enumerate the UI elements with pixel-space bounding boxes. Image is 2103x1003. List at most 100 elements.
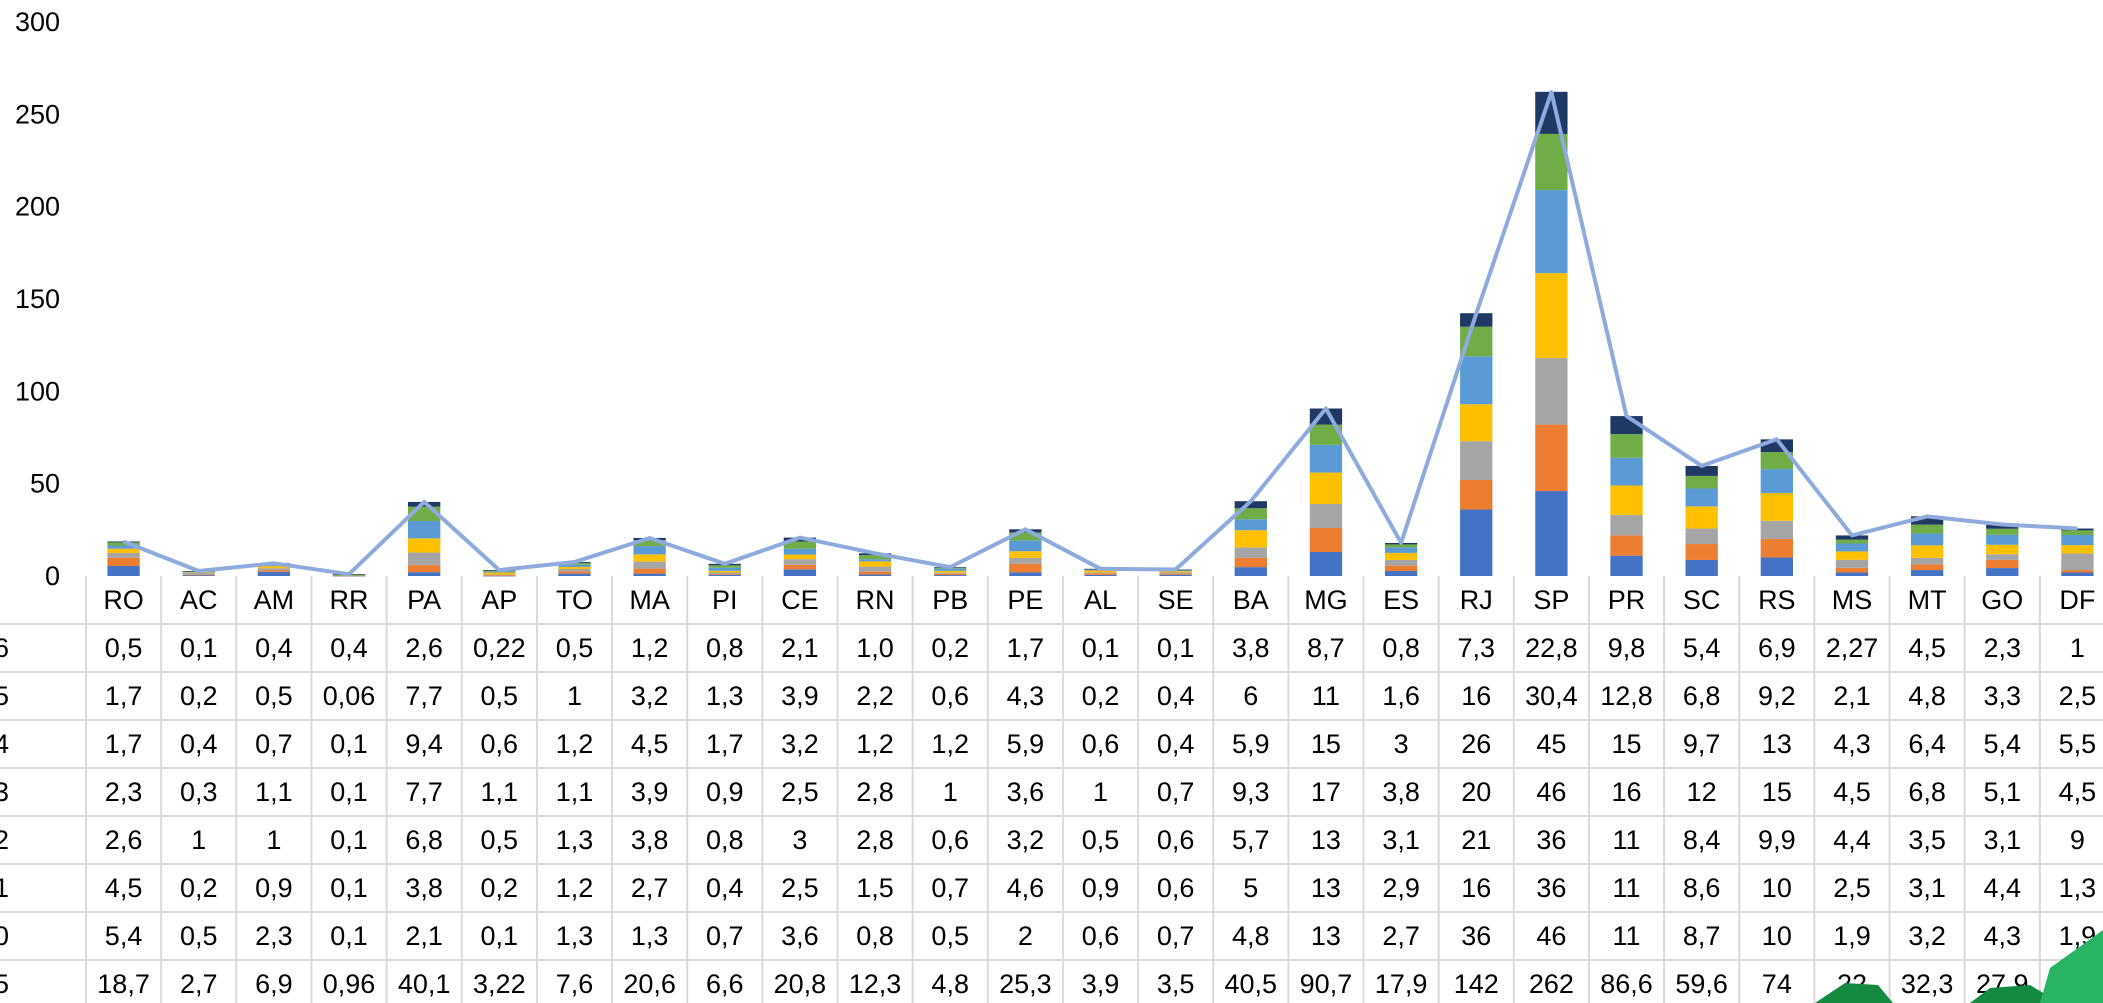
table-cell: 2,1 bbox=[781, 633, 819, 663]
bar-segment-pa-s0 bbox=[408, 572, 441, 576]
table-cell: 1,0 bbox=[856, 633, 894, 663]
category-label-rn: RN bbox=[856, 585, 895, 615]
table-cell: 4,3 bbox=[1007, 681, 1045, 711]
table-cell: 5,7 bbox=[1232, 825, 1270, 855]
table-cell: 1,1 bbox=[481, 777, 519, 807]
table-cell: 12,3 bbox=[849, 969, 902, 999]
total-line bbox=[122, 90, 2078, 577]
table-cell: 3,8 bbox=[1382, 777, 1420, 807]
bar-segment-ma-s1 bbox=[633, 568, 666, 574]
category-label-mt: MT bbox=[1908, 585, 1947, 615]
table-cell: 11 bbox=[1312, 681, 1340, 711]
category-label-ap: AP bbox=[481, 585, 517, 615]
bar-segment-ap-s2 bbox=[483, 574, 516, 576]
table-cell: 2,6 bbox=[405, 633, 443, 663]
bar-segment-sp-s3 bbox=[1535, 273, 1568, 359]
green-decoration-shape bbox=[1815, 983, 1893, 1003]
bar-segment-es-s0 bbox=[1384, 571, 1418, 576]
table-cell: 4,3 bbox=[1984, 921, 2022, 951]
table-cell: 12,8 bbox=[1600, 681, 1653, 711]
table-cell: 1,6 bbox=[1382, 681, 1420, 711]
bar-segment-ms-s5 bbox=[1835, 539, 1869, 544]
table-cell: 5,5 bbox=[2059, 729, 2097, 759]
bar-segment-se-s1 bbox=[1159, 573, 1192, 575]
green-decoration-shape bbox=[1970, 985, 2060, 1003]
bar-segment-df-s2 bbox=[2061, 553, 2094, 571]
table-cell: 17,9 bbox=[1375, 969, 1428, 999]
table-cell: 0,1 bbox=[1082, 633, 1120, 663]
bar-segment-go-s6 bbox=[1986, 524, 2019, 529]
table-cell: 2,5 bbox=[2059, 681, 2097, 711]
category-label-go: GO bbox=[1981, 585, 2023, 615]
table-cell: 0,6 bbox=[1157, 825, 1195, 855]
table-cell: 0,6 bbox=[1082, 729, 1120, 759]
table-cell: 6,6 bbox=[706, 969, 744, 999]
table-cell: 2,7 bbox=[1382, 921, 1420, 951]
bar-segment-pa-s2 bbox=[408, 552, 441, 566]
table-cell: 0,8 bbox=[706, 825, 744, 855]
category-label-pa: PA bbox=[407, 585, 441, 615]
y-tick-label-50: 50 bbox=[30, 469, 60, 499]
table-cell: 0,06 bbox=[323, 681, 376, 711]
table-cell: 6,4 bbox=[1908, 729, 1946, 759]
bar-segment-mt-s1 bbox=[1910, 564, 1944, 571]
category-label-ms: MS bbox=[1832, 585, 1873, 615]
bar-segment-to-s3 bbox=[558, 566, 591, 569]
bar-segment-ma-s4 bbox=[633, 546, 666, 555]
table-cell: 0,9 bbox=[255, 873, 293, 903]
bar-segment-es-s3 bbox=[1384, 552, 1418, 560]
bar-segment-am-s1 bbox=[257, 570, 291, 572]
bar-segment-rs-s4 bbox=[1760, 469, 1793, 494]
table-cell: 12 bbox=[1687, 777, 1717, 807]
table-cell: 10 bbox=[1762, 921, 1792, 951]
table-cell: 4,8 bbox=[931, 969, 969, 999]
table-cell: 0,5 bbox=[1082, 825, 1120, 855]
table-cell: 2,2 bbox=[856, 681, 894, 711]
bar-segment-rj-s3 bbox=[1460, 404, 1493, 442]
bar-segment-df-s5 bbox=[2061, 530, 2094, 536]
bar-segment-ce-s4 bbox=[783, 548, 817, 555]
table-cell: 0,1 bbox=[481, 921, 519, 951]
table-cell: 0,4 bbox=[330, 633, 368, 663]
table-cell: 6,8 bbox=[1908, 777, 1946, 807]
table-cell: 20,6 bbox=[623, 969, 676, 999]
table-cell: 2,3 bbox=[1984, 633, 2022, 663]
table-cell: 1,1 bbox=[556, 777, 594, 807]
bar-segment-rn-s3 bbox=[858, 561, 892, 567]
table-cell: 30,4 bbox=[1525, 681, 1578, 711]
table-cell: 0,5 bbox=[481, 825, 519, 855]
table-cell: 142 bbox=[1454, 969, 1499, 999]
category-label-es: ES bbox=[1383, 585, 1419, 615]
table-cell: 16 bbox=[1612, 777, 1642, 807]
table-cell: 0,2 bbox=[1082, 681, 1120, 711]
bar-segment-ce-s2 bbox=[783, 559, 817, 565]
table-cell: 2,9 bbox=[1382, 873, 1420, 903]
bar-segment-pi-s2 bbox=[708, 572, 741, 574]
bar-segment-sc-s3 bbox=[1685, 506, 1718, 529]
table-cell: 4,5 bbox=[1908, 633, 1946, 663]
bar-segment-pi-s3 bbox=[708, 570, 741, 573]
category-label-sc: SC bbox=[1683, 585, 1721, 615]
table-cell: 3,22 bbox=[473, 969, 526, 999]
table-cell: 0,4 bbox=[180, 729, 218, 759]
bar-segment-mg-s0 bbox=[1309, 551, 1343, 576]
table-cell: 1 bbox=[1093, 777, 1108, 807]
bar-segment-pi-s1 bbox=[708, 573, 741, 575]
table-cell: 36 bbox=[1536, 825, 1566, 855]
bar-segment-rj-s0 bbox=[1460, 509, 1493, 576]
table-cell: 8,7 bbox=[1683, 921, 1721, 951]
bar-segment-rn-s4 bbox=[858, 559, 892, 562]
table-cell: 59,6 bbox=[1675, 969, 1728, 999]
category-label-ma: MA bbox=[629, 585, 670, 615]
table-cell: 9,3 bbox=[1232, 777, 1270, 807]
table-cell: 8,4 bbox=[1683, 825, 1721, 855]
table-cell: 3,3 bbox=[1984, 681, 2022, 711]
bar-segment-to-s4 bbox=[558, 564, 591, 567]
table-cell: 26 bbox=[1461, 729, 1491, 759]
table-cell: 0,1 bbox=[330, 825, 368, 855]
table-cell: 0,7 bbox=[1157, 777, 1195, 807]
table-cell: 1,7 bbox=[1007, 633, 1045, 663]
bar-segment-al-s2 bbox=[1084, 572, 1117, 574]
bar-segment-sp-s2 bbox=[1535, 358, 1568, 425]
